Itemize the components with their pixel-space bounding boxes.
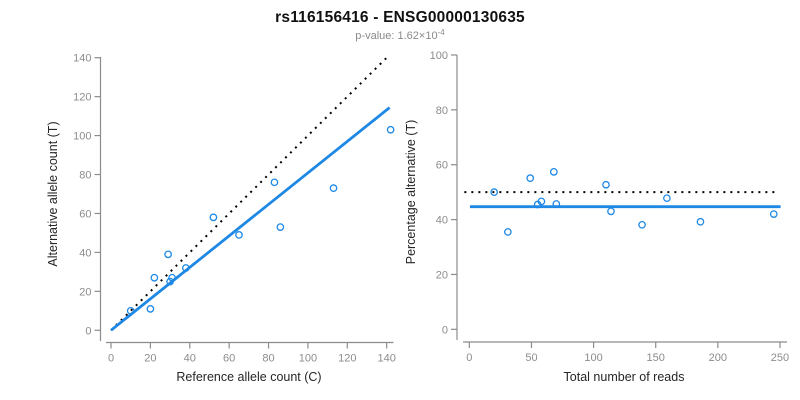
- x-tick-label: 0: [108, 353, 114, 365]
- pvalue-text: p-value: 1.62×10: [355, 30, 438, 42]
- x-tick-label: 150: [647, 352, 665, 364]
- data-point: [329, 184, 338, 193]
- data-point: [549, 167, 558, 176]
- data-point: [526, 174, 535, 183]
- data-point: [164, 250, 172, 259]
- y-tick-label: 0: [85, 325, 91, 337]
- data-point: [769, 210, 778, 218]
- y-tick-label: 100: [430, 50, 448, 62]
- y-tick-label: 20: [436, 269, 448, 281]
- data-point: [146, 305, 155, 313]
- x-tick-label: 100: [584, 352, 602, 364]
- data-point: [150, 273, 159, 282]
- data-point: [235, 231, 243, 239]
- data-point: [503, 228, 512, 236]
- x-axis-title: Total number of reads: [564, 370, 685, 384]
- x-tick-label: 100: [299, 353, 317, 365]
- data-point: [638, 220, 646, 229]
- y-tick-label: 60: [79, 208, 91, 220]
- data-point: [270, 178, 279, 187]
- identity-line: [110, 56, 389, 332]
- data-point: [126, 306, 135, 315]
- y-tick-label: 80: [79, 170, 91, 182]
- x-tick-label: 0: [466, 352, 472, 364]
- x-tick-label: 200: [709, 352, 727, 364]
- data-point: [181, 264, 190, 272]
- data-point: [386, 125, 395, 134]
- x-tick-label: 120: [338, 353, 356, 365]
- data-point: [696, 217, 705, 226]
- fit-line: [110, 106, 391, 332]
- y-tick-label: 20: [79, 286, 91, 298]
- data-point: [552, 200, 561, 208]
- y-tick-label: 0: [442, 324, 448, 336]
- data-point: [607, 207, 615, 216]
- y-axis-title: Alternative allele count (T): [46, 121, 60, 266]
- x-tick-label: 60: [223, 353, 235, 365]
- y-tick-label: 40: [79, 247, 91, 259]
- data-point: [166, 277, 174, 286]
- data-point: [490, 188, 499, 196]
- data-point: [168, 273, 176, 282]
- data-point: [537, 197, 546, 206]
- figure-subtitle: p-value: 1.62×10-4: [0, 28, 800, 42]
- y-tick-label: 120: [73, 92, 91, 104]
- data-point: [602, 180, 610, 189]
- y-tick-label: 60: [436, 160, 448, 172]
- data-point: [209, 213, 218, 222]
- y-tick-label: 140: [73, 53, 91, 65]
- y-tick-label: 40: [436, 215, 448, 227]
- pvalue-exponent: -4: [437, 28, 445, 37]
- x-tick-label: 20: [144, 353, 156, 365]
- x-tick-label: 50: [525, 352, 537, 364]
- data-point: [276, 223, 285, 231]
- x-tick-label: 40: [184, 353, 196, 365]
- x-tick-label: 250: [771, 352, 789, 364]
- figure-title: rs116156416 - ENSG00000130635: [275, 9, 525, 26]
- y-tick-label: 80: [436, 105, 448, 117]
- data-point: [663, 194, 671, 203]
- x-tick-label: 80: [262, 353, 274, 365]
- y-axis-title: Percentage alternative (T): [404, 120, 418, 265]
- x-tick-label: 140: [377, 353, 395, 365]
- x-axis-title: Reference allele count (C): [176, 370, 321, 384]
- y-tick-label: 100: [73, 131, 91, 143]
